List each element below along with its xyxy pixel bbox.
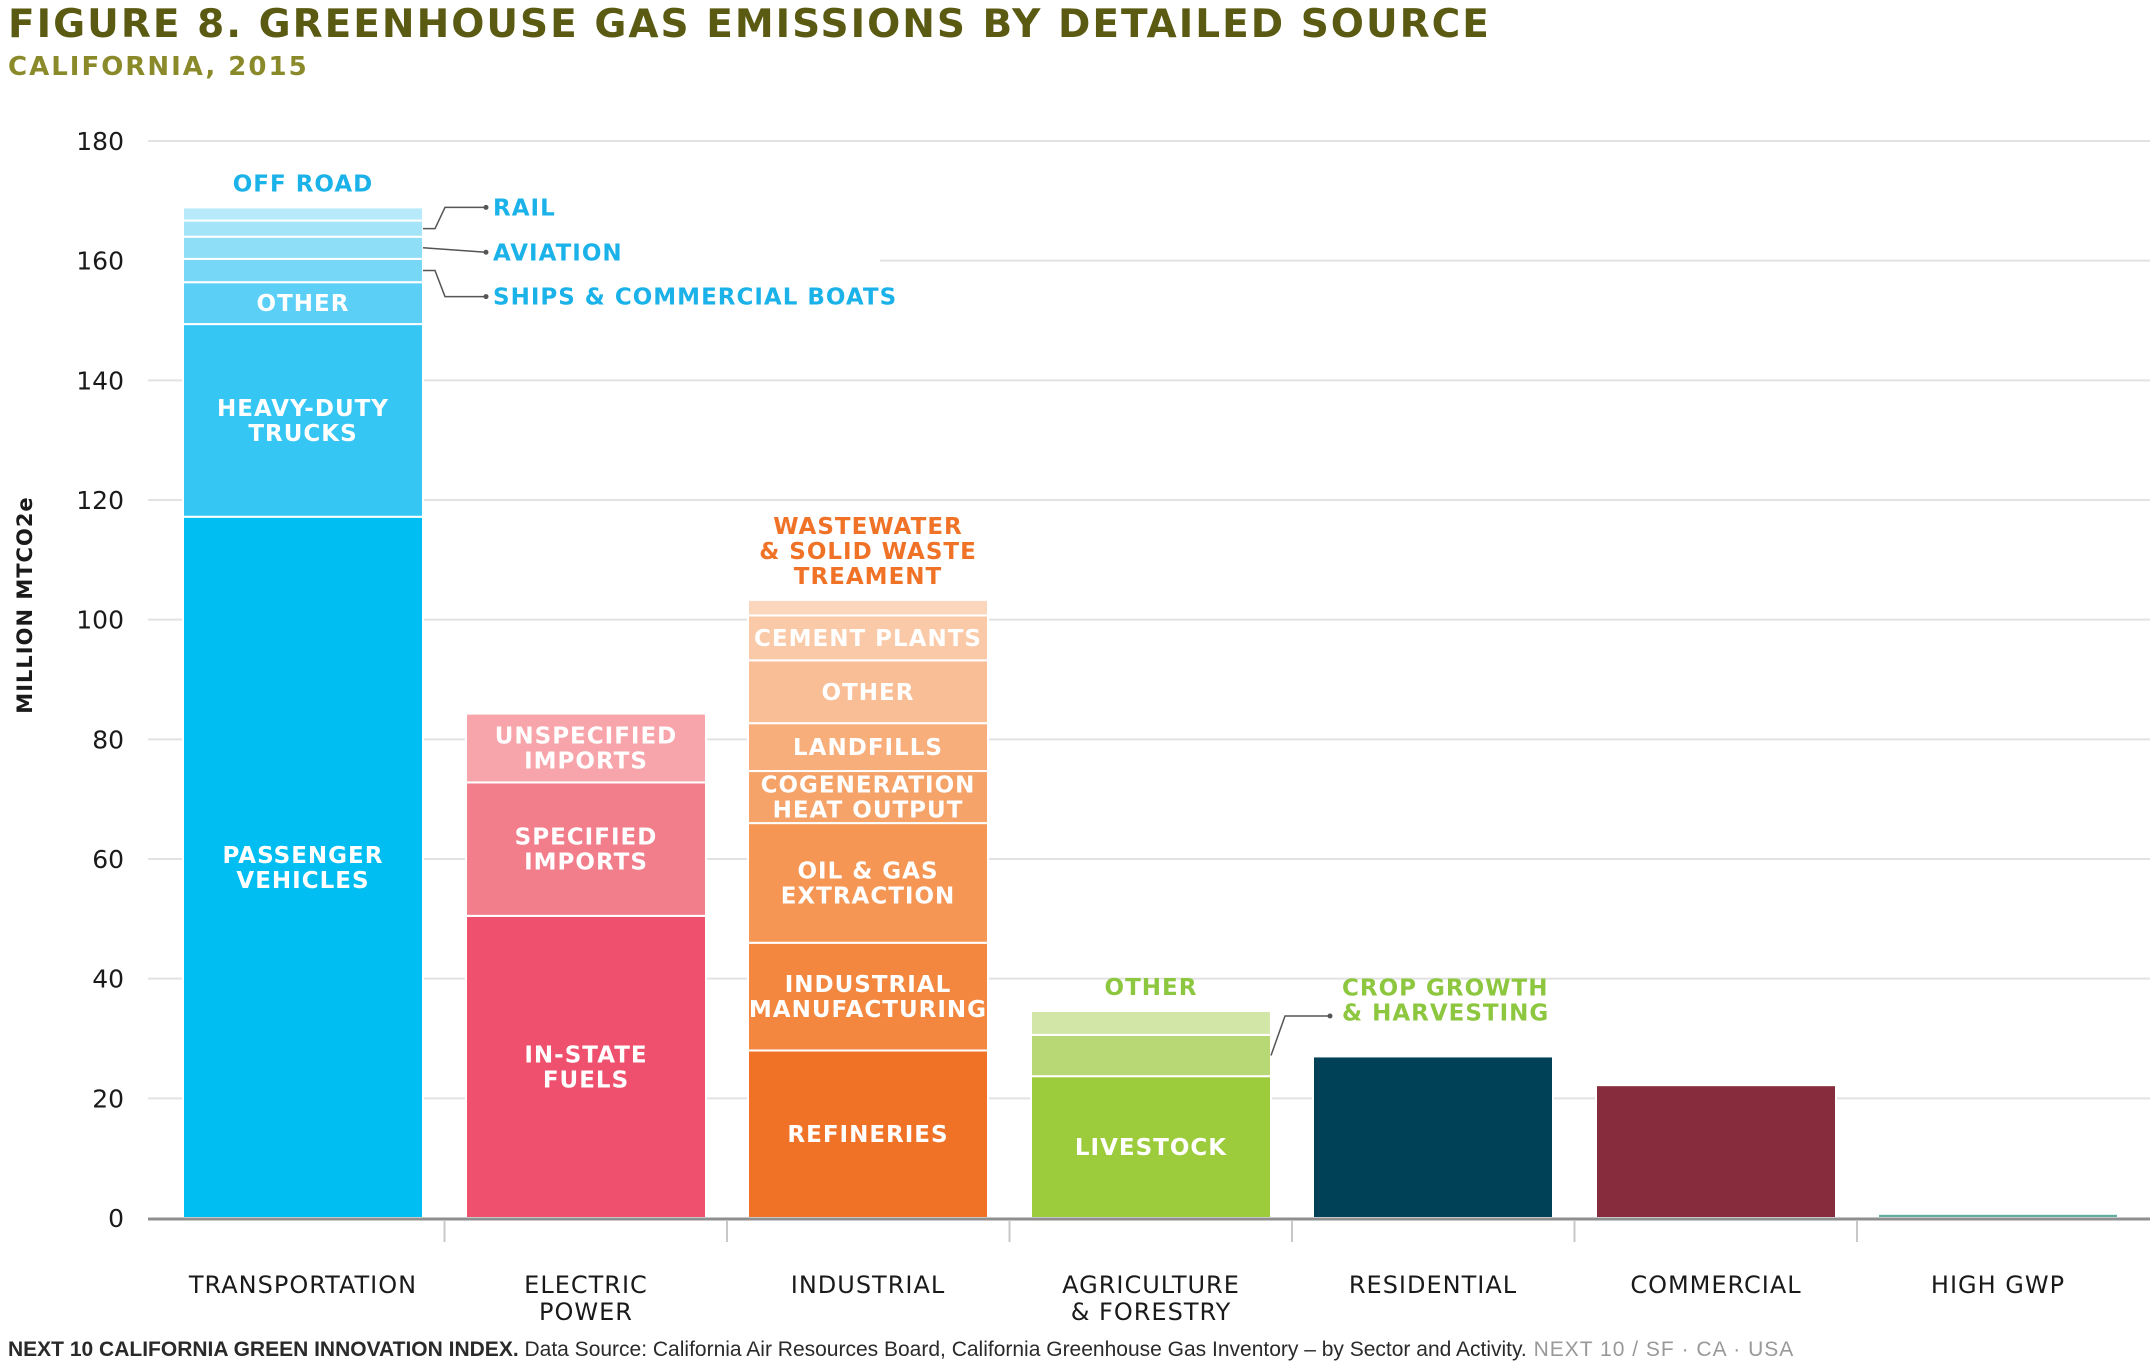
bar-segment-transportation-rail: [182, 219, 424, 238]
bar-segment-industrial-wastewater-and-solid-waste-treament: [747, 598, 989, 617]
y-axis-ticks: 0 20 40 60 80 100 120 140 160 180: [76, 127, 124, 1233]
callout-label-rail: RAIL: [493, 195, 556, 221]
y-tick-100: 100: [76, 606, 124, 635]
segment-label-industrial-cogeneration-heat-output: COGENERATION HEAT OUTPUT: [761, 773, 976, 824]
y-tick-60: 60: [92, 845, 124, 874]
bar-segment-transportation-aviation: [182, 235, 424, 260]
category-label-electric-power: ELECTRIC POWER: [524, 1271, 648, 1326]
segment-label-agriculture-and-forestry-livestock: LIVESTOCK: [1075, 1135, 1227, 1161]
callout-dot-aviation: [483, 249, 489, 255]
segment-label-agriculture-and-forestry-other: OTHER: [1105, 975, 1198, 1001]
bar-segment-electric-power-unspecified-imports: [465, 712, 707, 784]
category-label-industrial: INDUSTRIAL: [791, 1271, 946, 1299]
bar-segment-industrial-landfills: [747, 722, 989, 773]
bars: PASSENGER VEHICLES HEAVY-DUTY TRUCKS OTHER IN…: [182, 206, 2119, 1220]
y-axis-label: MILLION MTCO2e: [13, 496, 37, 713]
callout-dot-crop-growth-and-harvesting: [1327, 1013, 1333, 1019]
y-tick-180: 180: [76, 127, 124, 156]
bar-segment-residential-total: [1312, 1055, 1554, 1219]
bar-segment-transportation-other: [182, 281, 424, 326]
callout-label-ships-and-commercial-boats: SHIPS & COMMERCIAL BOATS: [493, 285, 897, 311]
segment-label-industrial-cement-plants: CEMENT PLANTS: [754, 626, 982, 652]
footer: NEXT 10 CALIFORNIA GREEN INNOVATION INDE…: [8, 1338, 1794, 1362]
category-label-commercial: COMMERCIAL: [1630, 1271, 1801, 1299]
bar-segment-high-gwp-total: [1877, 1212, 2119, 1219]
y-tick-140: 140: [76, 366, 124, 395]
segment-label-electric-power-specified-imports: SPECIFIED IMPORTS: [515, 825, 658, 876]
callout-label-crop-growth-and-harvesting: CROP GROWTH & HARVESTING: [1342, 976, 1549, 1027]
segment-label-transportation-off-road: OFF ROAD: [233, 171, 374, 197]
callout-line-crop-growth-and-harvesting: [1270, 1015, 1330, 1056]
footer-brand: NEXT 10 CALIFORNIA GREEN INNOVATION INDE…: [8, 1338, 519, 1361]
y-tick-40: 40: [92, 965, 124, 994]
bar-segment-industrial-oil-and-gas-extraction: [747, 822, 989, 944]
callout-line-ships-and-commercial-boats: [423, 269, 486, 298]
bar-segment-agriculture-and-forestry-crop-growth-and-harvesting: [1030, 1033, 1272, 1078]
callout-line-rail: [423, 206, 486, 230]
category-label-agriculture-and-forestry: AGRICULTURE & FORESTRY: [1062, 1271, 1240, 1326]
bar-segment-agriculture-and-forestry-other: [1030, 1009, 1272, 1036]
segment-label-industrial-wastewater-and-solid-waste-treament: WASTEWATER & SOLID WASTE TREAMENT: [759, 514, 977, 590]
callout-label-aviation: AVIATION: [493, 240, 623, 266]
bar-segment-electric-power-specified-imports: [465, 781, 707, 917]
bar-segment-transportation-heavy-duty-trucks: [182, 323, 424, 518]
bar-segment-industrial-industrial-manufacturing: [747, 941, 989, 1052]
gridlines: [148, 140, 2150, 1100]
callout-dot-rail: [483, 204, 489, 210]
category-label-residential: RESIDENTIAL: [1349, 1271, 1517, 1299]
segment-label-transportation-other: OTHER: [257, 291, 350, 317]
bar-segment-transportation-ships-and-commercial-boats: [182, 257, 424, 284]
y-tick-160: 160: [76, 247, 124, 276]
callouts: OFF ROAD SHIPS & COMMERCIAL BOATS AVIATION…: [233, 171, 1549, 1056]
x-axis: [148, 1217, 2150, 1242]
segment-label-electric-power-in-state-fuels: IN-STATE FUELS: [524, 1042, 647, 1093]
bar-segment-industrial-cogeneration-heat-output: [747, 770, 989, 825]
category-label-high-gwp: HIGH GWP: [1931, 1271, 2065, 1299]
segment-label-transportation-passenger-vehicles: PASSENGER VEHICLES: [223, 843, 384, 894]
segment-label-industrial-other: OTHER: [822, 680, 915, 706]
bar-segment-industrial-other: [747, 659, 989, 725]
y-tick-80: 80: [92, 725, 124, 754]
bar-segment-transportation-passenger-vehicles: [182, 515, 424, 1219]
footer-source: Data Source: California Air Resources Bo…: [518, 1338, 1527, 1361]
segment-label-industrial-refineries: REFINERIES: [787, 1122, 948, 1148]
chart-title: FIGURE 8. GREENHOUSE GAS EMISSIONS BY DE…: [8, 2, 1491, 47]
bar-segment-agriculture-and-forestry-livestock: [1030, 1075, 1272, 1219]
y-tick-20: 20: [92, 1084, 124, 1113]
callout-line-aviation: [422, 247, 487, 254]
bar-segment-industrial-cement-plants: [747, 614, 989, 662]
chart-subtitle: CALIFORNIA, 2015: [8, 52, 309, 82]
callout-dot-ships-and-commercial-boats: [483, 294, 489, 300]
segment-label-industrial-landfills: LANDFILLS: [793, 735, 943, 761]
segment-label-industrial-industrial-manufacturing: INDUSTRIAL MANUFACTURING: [749, 972, 987, 1023]
segment-label-transportation-heavy-duty-trucks: HEAVY-DUTY TRUCKS: [217, 396, 389, 447]
segment-label-electric-power-unspecified-imports: UNSPECIFIED IMPORTS: [495, 724, 678, 775]
segment-label-industrial-oil-and-gas-extraction: OIL & GAS EXTRACTION: [781, 858, 956, 909]
bar-segment-transportation-off-road: [182, 206, 424, 222]
y-tick-0: 0: [108, 1204, 124, 1233]
bar-segment-commercial-total: [1595, 1084, 1837, 1220]
category-labels: TRANSPORTATION ELECTRIC POWER INDUSTRIAL AGR…: [188, 1271, 2065, 1326]
footer-tag: NEXT 10 / SF · CA · USA: [1526, 1338, 1795, 1361]
y-tick-120: 120: [76, 486, 124, 515]
category-label-transportation: TRANSPORTATION: [188, 1271, 417, 1299]
bar-segment-industrial-refineries: [747, 1049, 989, 1220]
